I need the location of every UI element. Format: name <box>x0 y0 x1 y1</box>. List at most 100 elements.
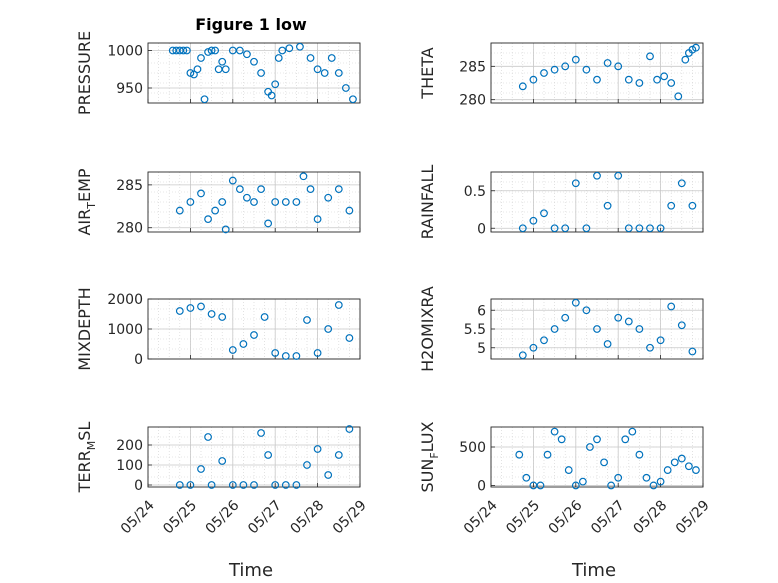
x-tick-label: 05/28 <box>631 497 671 537</box>
data-point <box>345 425 354 433</box>
data-point <box>603 59 612 67</box>
data-point <box>186 481 195 489</box>
data-point <box>688 201 697 210</box>
data-point <box>518 224 527 233</box>
data-point <box>197 465 205 473</box>
data-point <box>571 179 580 188</box>
y-label-main: AIR <box>75 209 94 236</box>
data-point <box>653 75 661 84</box>
data-point <box>285 44 294 53</box>
data-point <box>550 224 559 233</box>
y-tick-label: 280 <box>116 221 143 237</box>
y-tick-label: 1000 <box>107 44 143 60</box>
data-point <box>260 313 269 321</box>
x-tick-label: 05/26 <box>546 497 586 537</box>
data-point <box>175 307 184 315</box>
data-point <box>621 435 630 444</box>
data-point <box>182 46 191 55</box>
data-point <box>243 193 251 202</box>
data-point <box>186 304 195 312</box>
data-point <box>204 48 212 56</box>
y-label-main: PRESSURE <box>75 31 94 115</box>
data-point <box>624 317 633 326</box>
y-tick-label: 5 <box>477 341 486 357</box>
data-point <box>646 224 654 233</box>
data-point <box>674 92 683 101</box>
data-point <box>250 198 258 206</box>
data-point <box>271 198 280 206</box>
data-point <box>281 352 290 360</box>
data-point <box>303 316 311 324</box>
y-tick-label: 1000 <box>107 322 143 338</box>
axes-frame <box>490 426 704 488</box>
y-label-tail: LUX <box>418 421 437 452</box>
data-point <box>334 185 343 194</box>
data-point <box>271 349 280 357</box>
y-tick-label: 2000 <box>107 292 143 308</box>
data-point <box>271 481 280 489</box>
data-point <box>186 69 195 77</box>
data-point <box>179 46 188 55</box>
data-point <box>667 201 676 210</box>
data-point <box>221 225 230 234</box>
data-point <box>663 466 672 474</box>
data-point <box>540 336 548 345</box>
data-point <box>271 80 280 89</box>
data-point <box>197 54 205 62</box>
data-point <box>334 451 343 459</box>
data-point <box>327 54 336 62</box>
subplot-air: 280 285 AIRTEMP <box>75 168 361 237</box>
data-point <box>593 171 601 180</box>
data-point <box>656 224 665 233</box>
data-point <box>228 346 237 354</box>
data-point <box>529 75 538 84</box>
y-label-main: RAINFALL <box>418 165 437 240</box>
data-point <box>593 435 601 444</box>
y-label-main: H2OMIXRA <box>418 286 437 372</box>
y-label-subscript: F <box>428 452 441 458</box>
data-point <box>264 219 273 228</box>
y-axis-label: H2OMIXRA <box>418 286 437 372</box>
data-point <box>635 325 644 333</box>
y-tick-label: 5.5 <box>464 322 486 338</box>
subplot-sun: 0 500 05/24 05/25 05/26 05/27 05/28 05/29 SUNFLU… <box>418 421 713 537</box>
data-point <box>518 351 527 360</box>
data-point <box>313 349 322 357</box>
data-point <box>624 75 633 84</box>
data-point <box>204 433 212 441</box>
y-axis-label: THETA <box>418 47 437 99</box>
data-point <box>628 427 637 436</box>
x-tick-label: 05/24 <box>118 497 158 537</box>
data-point <box>257 185 265 194</box>
data-point <box>677 321 686 330</box>
data-point <box>656 336 665 345</box>
data-point <box>296 42 304 51</box>
y-axis-label: SUNFLUX <box>418 421 441 492</box>
y-axis-label: PRESSURE <box>75 31 94 115</box>
data-point <box>218 457 227 465</box>
data-point <box>607 481 616 490</box>
data-point <box>257 429 265 437</box>
data-point <box>228 176 237 185</box>
y-label-subscript: M <box>85 441 98 451</box>
data-point <box>306 185 315 194</box>
data-point <box>670 458 679 467</box>
data-point <box>635 79 644 87</box>
data-point <box>250 57 258 66</box>
data-point <box>561 313 570 322</box>
data-point <box>518 82 527 91</box>
data-point <box>614 473 623 482</box>
axes-frame <box>147 426 361 488</box>
data-point <box>200 95 209 104</box>
y-label-tail: EMP <box>75 168 94 202</box>
y-axis-label: RAINFALL <box>418 165 437 240</box>
y-tick-label: 200 <box>116 438 143 454</box>
data-point <box>692 466 700 474</box>
data-point <box>320 69 329 77</box>
data-point <box>582 65 591 74</box>
data-point <box>175 206 184 215</box>
y-tick-label: 280 <box>459 93 486 109</box>
data-point <box>536 481 545 490</box>
